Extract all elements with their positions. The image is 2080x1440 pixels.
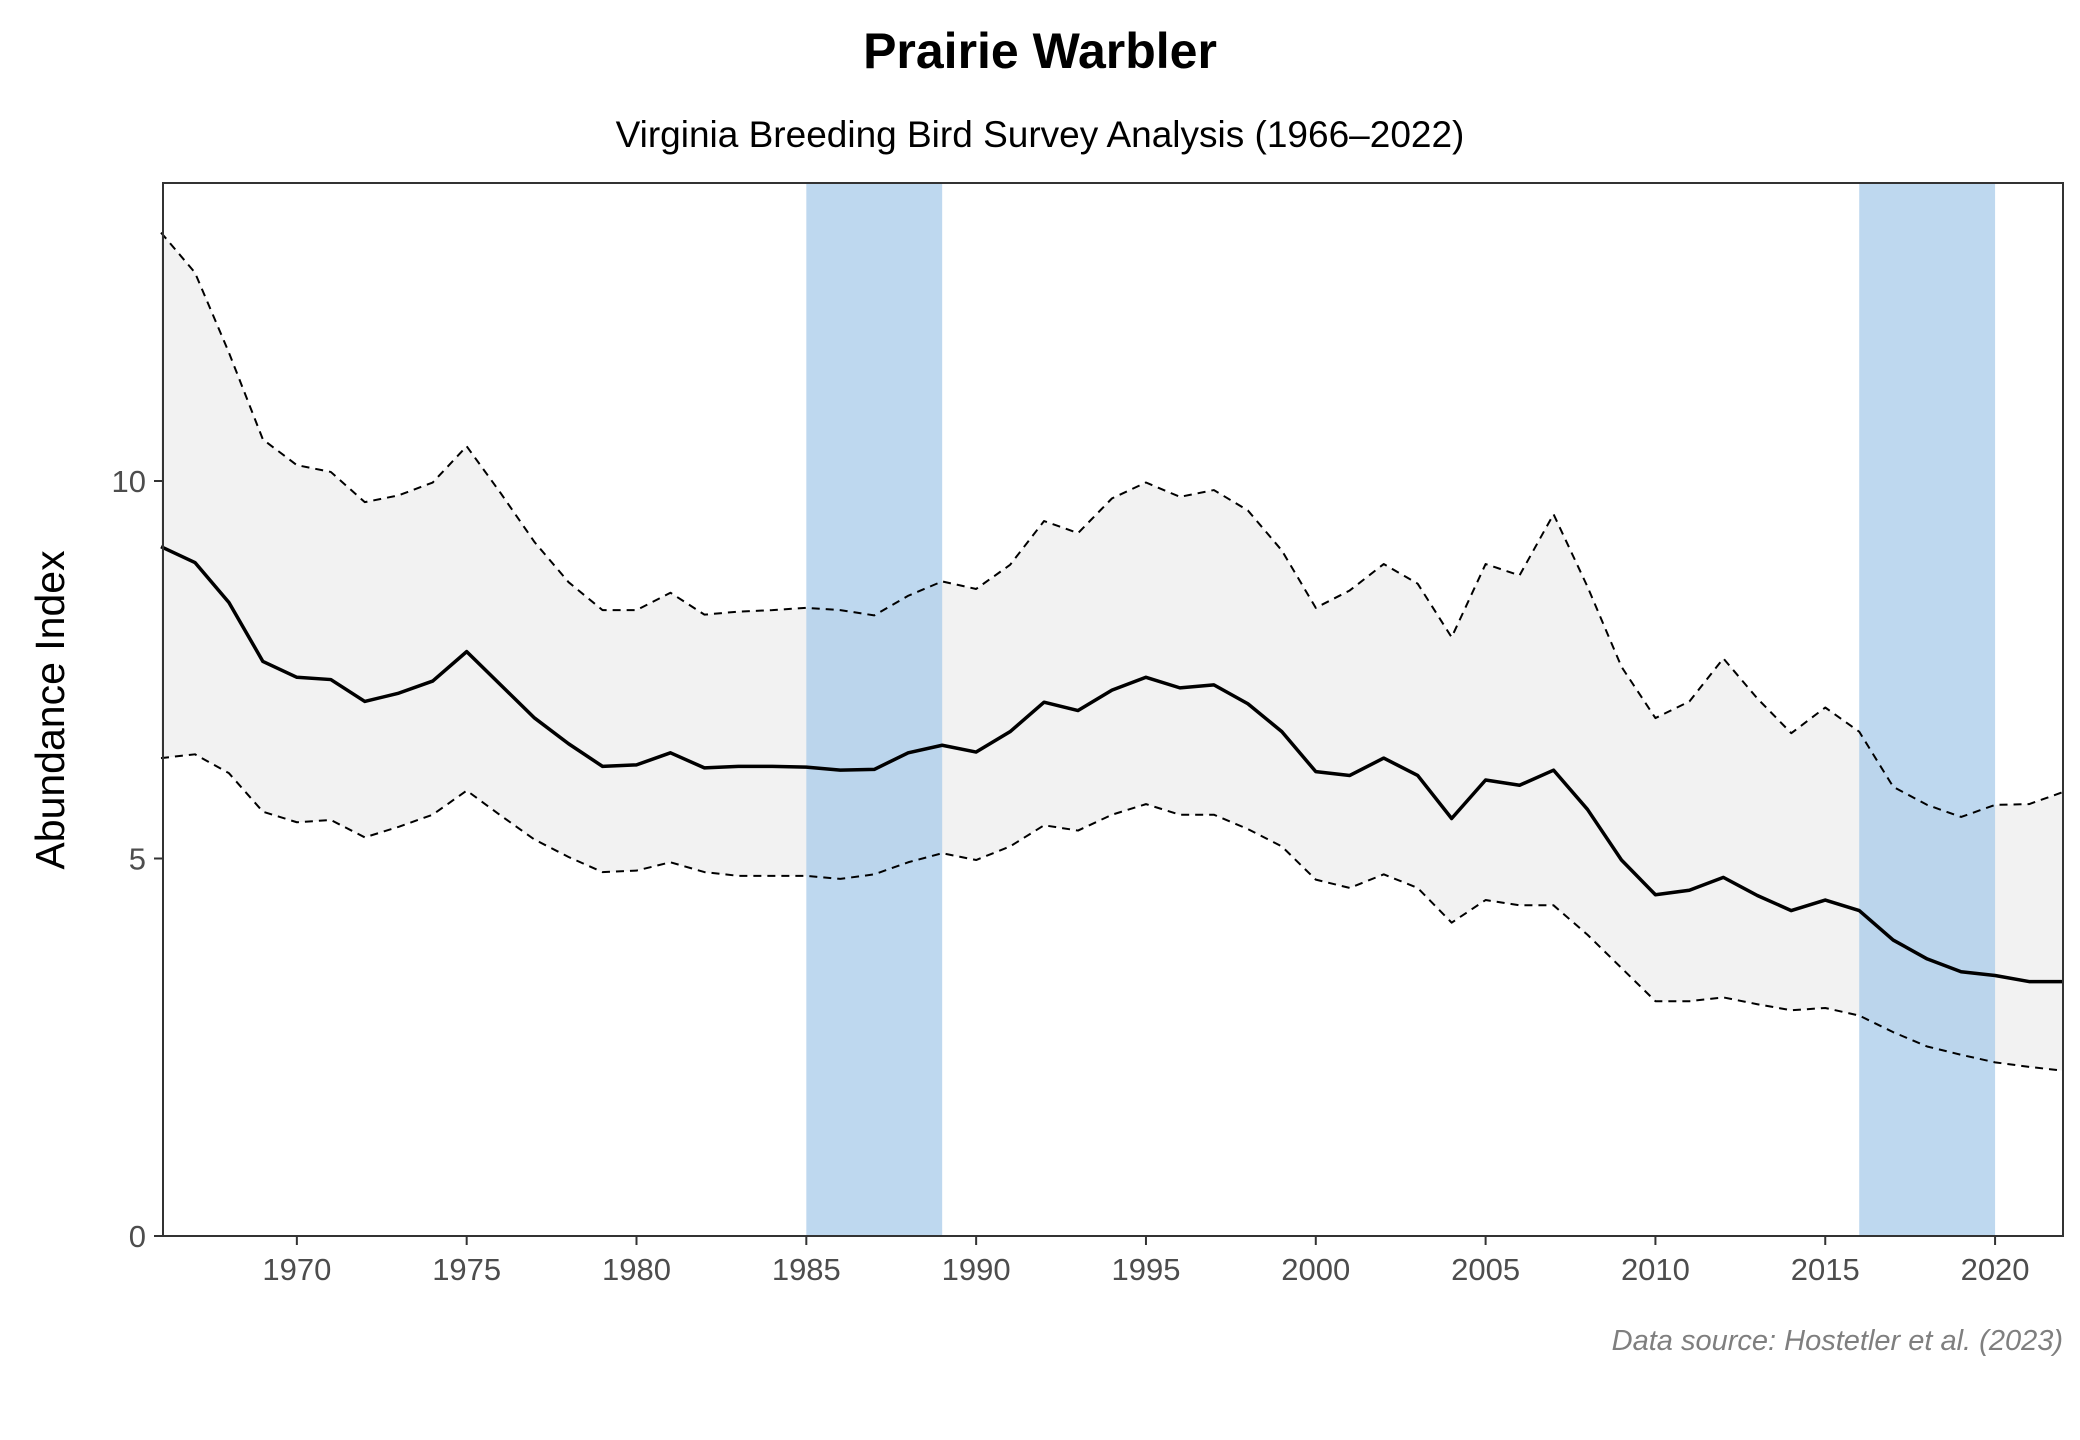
x-axis: 1970 1975 1980 1985 1990 1995 2000 2005 2010 2015… bbox=[262, 1236, 2030, 1287]
upper-credible-line bbox=[160, 231, 2064, 818]
highlight-period-2016-2020 bbox=[1859, 183, 1996, 1236]
series-lines bbox=[160, 231, 2064, 1072]
credible-interval-ribbon-layer bbox=[161, 232, 2063, 1071]
x-tick-label: 2015 bbox=[1791, 1252, 1860, 1287]
y-tick-label: 10 bbox=[112, 464, 146, 499]
y-axis: 0 5 10 bbox=[112, 464, 163, 1254]
x-tick-label: 1995 bbox=[1111, 1252, 1180, 1287]
data-source-caption: Data source: Hostetler et al. (2023) bbox=[1612, 1325, 2063, 1357]
chart-subtitle: Virginia Breeding Bird Survey Analysis (… bbox=[616, 114, 1465, 155]
x-tick-label: 1970 bbox=[262, 1252, 331, 1287]
highlight-period-1985-1989 bbox=[806, 183, 943, 1236]
y-tick-label: 5 bbox=[129, 842, 146, 877]
x-tick-label: 2010 bbox=[1621, 1252, 1690, 1287]
y-tick-label: 0 bbox=[129, 1219, 146, 1254]
chart-title: Prairie Warbler bbox=[863, 23, 1217, 79]
x-tick-label: 1990 bbox=[942, 1252, 1011, 1287]
x-tick-label: 1975 bbox=[432, 1252, 501, 1287]
credible-interval-ribbon bbox=[161, 232, 2063, 1071]
x-tick-label: 1980 bbox=[602, 1252, 671, 1287]
abundance-index-line bbox=[160, 545, 2063, 984]
x-tick-label: 2020 bbox=[1961, 1252, 2030, 1287]
highlight-periods bbox=[806, 183, 1996, 1236]
plot-panel-border bbox=[162, 182, 2064, 1237]
x-tick-label: 1985 bbox=[772, 1252, 841, 1287]
x-tick-label: 2000 bbox=[1281, 1252, 1350, 1287]
y-axis-label: Abundance Index bbox=[27, 550, 73, 870]
x-tick-label: 2005 bbox=[1451, 1252, 1520, 1287]
